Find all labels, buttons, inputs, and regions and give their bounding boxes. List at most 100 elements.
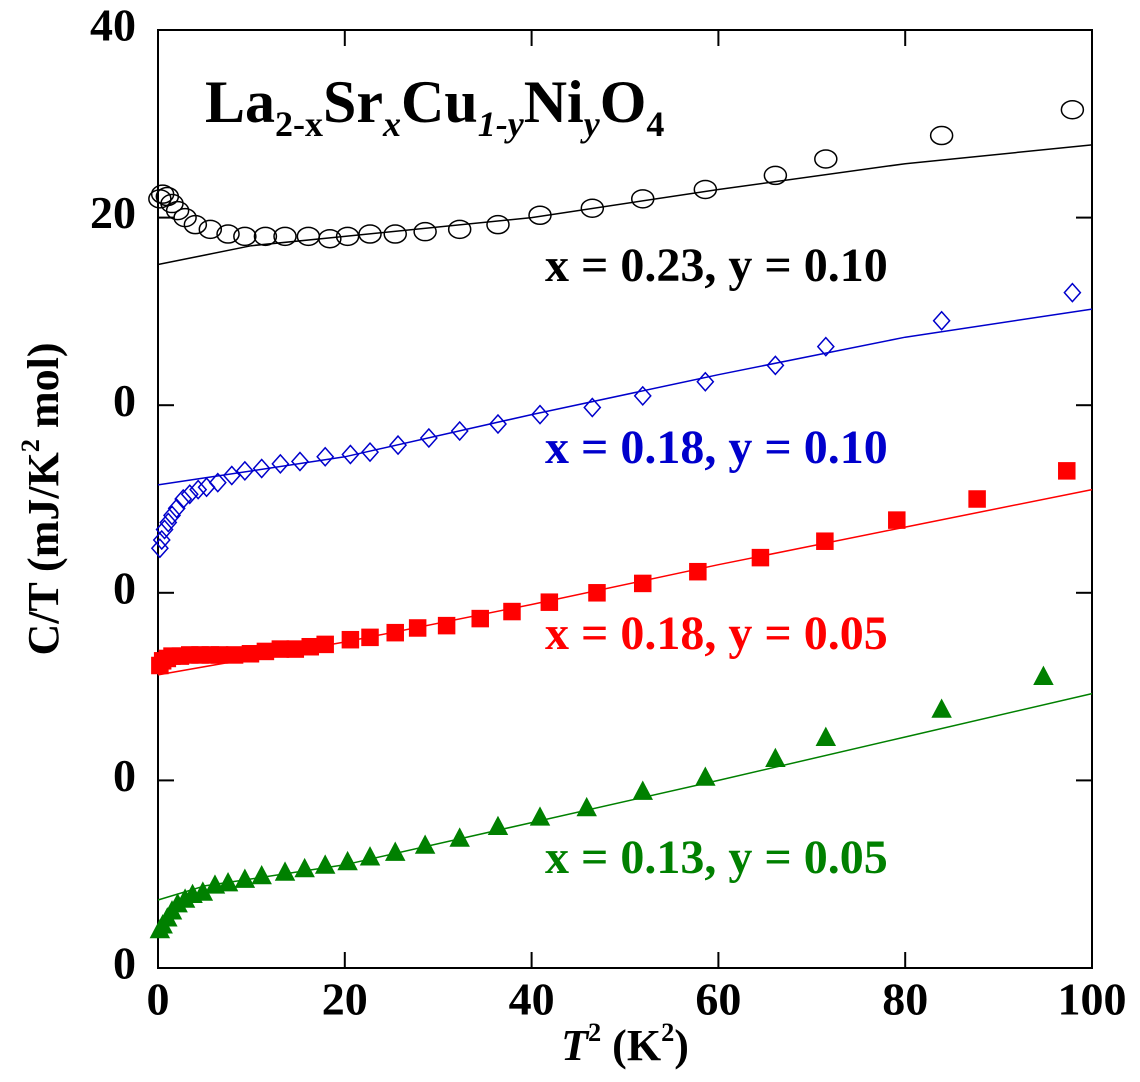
data-point bbox=[531, 404, 550, 425]
data-point bbox=[929, 125, 954, 146]
series-label: x = 0.13, y = 0.05 bbox=[545, 831, 888, 884]
data-point bbox=[696, 371, 715, 392]
data-point bbox=[816, 532, 834, 550]
data-point bbox=[932, 310, 951, 331]
data-point bbox=[419, 427, 438, 449]
data-point bbox=[163, 505, 182, 526]
data-point bbox=[766, 355, 785, 376]
chart-title-part: 1-y bbox=[478, 104, 525, 144]
data-point bbox=[167, 498, 186, 519]
data-point bbox=[816, 336, 835, 357]
data-point bbox=[286, 640, 305, 658]
data-point bbox=[633, 574, 652, 593]
plot-frame bbox=[157, 29, 1093, 969]
data-point bbox=[486, 214, 510, 235]
chart-title-part: y bbox=[580, 104, 601, 144]
data-point bbox=[216, 224, 240, 244]
x-axis-label-part: ) bbox=[674, 1021, 689, 1070]
x-tick-label: 40 bbox=[509, 974, 555, 1025]
data-point bbox=[251, 864, 272, 885]
x-axis-label-part: T bbox=[561, 1021, 590, 1070]
data-point bbox=[384, 841, 406, 861]
x-axis-label-part: 2 bbox=[588, 1017, 601, 1047]
data-point bbox=[189, 479, 208, 500]
data-point bbox=[414, 834, 436, 854]
fit-line bbox=[157, 144, 1093, 266]
data-point bbox=[888, 511, 906, 529]
data-point bbox=[386, 623, 404, 642]
data-point bbox=[296, 226, 321, 247]
data-point bbox=[208, 472, 227, 493]
data-point bbox=[540, 593, 559, 611]
data-point bbox=[180, 484, 199, 505]
data-point bbox=[408, 619, 427, 637]
data-point bbox=[183, 214, 208, 235]
chart-title: La2-xSrxCu1-yNiyO4 bbox=[205, 69, 664, 145]
data-point bbox=[271, 453, 290, 474]
data-point bbox=[968, 490, 986, 508]
data-point bbox=[447, 219, 472, 240]
data-point bbox=[583, 397, 602, 418]
data-point bbox=[632, 780, 653, 800]
data-point bbox=[588, 584, 606, 602]
x-tick-label: 100 bbox=[1058, 974, 1127, 1025]
data-point bbox=[580, 198, 605, 218]
data-point bbox=[487, 815, 509, 836]
data-point bbox=[528, 205, 552, 226]
data-point bbox=[576, 796, 597, 817]
data-point bbox=[361, 441, 380, 463]
data-point bbox=[449, 827, 470, 847]
data-point bbox=[198, 219, 223, 240]
data-point bbox=[503, 602, 521, 621]
data-point bbox=[165, 200, 190, 221]
series-label: x = 0.18, y = 0.10 bbox=[545, 421, 888, 474]
x-tick-label: 60 bbox=[695, 974, 741, 1025]
data-point bbox=[689, 562, 707, 581]
data-point bbox=[234, 868, 256, 888]
x-axis-label-part: 2 bbox=[661, 1017, 674, 1047]
data-point bbox=[1058, 462, 1076, 480]
data-point bbox=[931, 698, 952, 718]
data-point bbox=[341, 444, 360, 465]
data-point bbox=[217, 871, 239, 892]
data-point bbox=[488, 413, 507, 435]
data-point bbox=[294, 857, 315, 878]
x-axis-label: T2 (K2) bbox=[561, 1017, 689, 1070]
data-point bbox=[529, 806, 551, 826]
data-point bbox=[437, 616, 456, 635]
y-tick-label: 0 bbox=[113, 750, 136, 801]
data-point bbox=[273, 226, 297, 247]
data-point bbox=[471, 609, 489, 628]
y-tick-label: 40 bbox=[90, 0, 136, 51]
chart-title-part: 2-x bbox=[275, 104, 323, 144]
x-tick-label: 80 bbox=[882, 974, 928, 1025]
chart-title-part: Ni bbox=[524, 69, 584, 135]
data-point bbox=[361, 628, 379, 647]
data-point bbox=[235, 460, 254, 481]
data-point bbox=[314, 854, 336, 874]
data-point bbox=[316, 446, 335, 467]
data-point bbox=[383, 224, 407, 244]
y-axis-label: C/T (mJ/K2 mol) bbox=[15, 342, 68, 655]
data-point bbox=[301, 637, 319, 656]
chart-title-part: 4 bbox=[646, 104, 664, 144]
data-point bbox=[233, 226, 257, 247]
chart-title-part: Sr bbox=[323, 69, 383, 135]
data-point bbox=[630, 189, 655, 209]
y-axis-label-part: 2 bbox=[15, 439, 45, 452]
y-tick-label: 0 bbox=[113, 938, 136, 989]
data-point bbox=[271, 640, 290, 658]
data-point bbox=[159, 512, 178, 533]
data-point bbox=[814, 149, 838, 169]
series-label: x = 0.18, y = 0.05 bbox=[545, 607, 888, 660]
data-point bbox=[225, 646, 244, 664]
x-tick-label: 0 bbox=[147, 974, 170, 1025]
y-axis-label-part: mol) bbox=[19, 342, 68, 439]
data-point bbox=[751, 548, 770, 567]
data-point bbox=[318, 228, 342, 249]
x-axis-label-part: (K bbox=[601, 1021, 661, 1070]
data-point bbox=[152, 529, 171, 551]
data-point bbox=[389, 434, 408, 456]
data-point bbox=[1060, 99, 1085, 120]
